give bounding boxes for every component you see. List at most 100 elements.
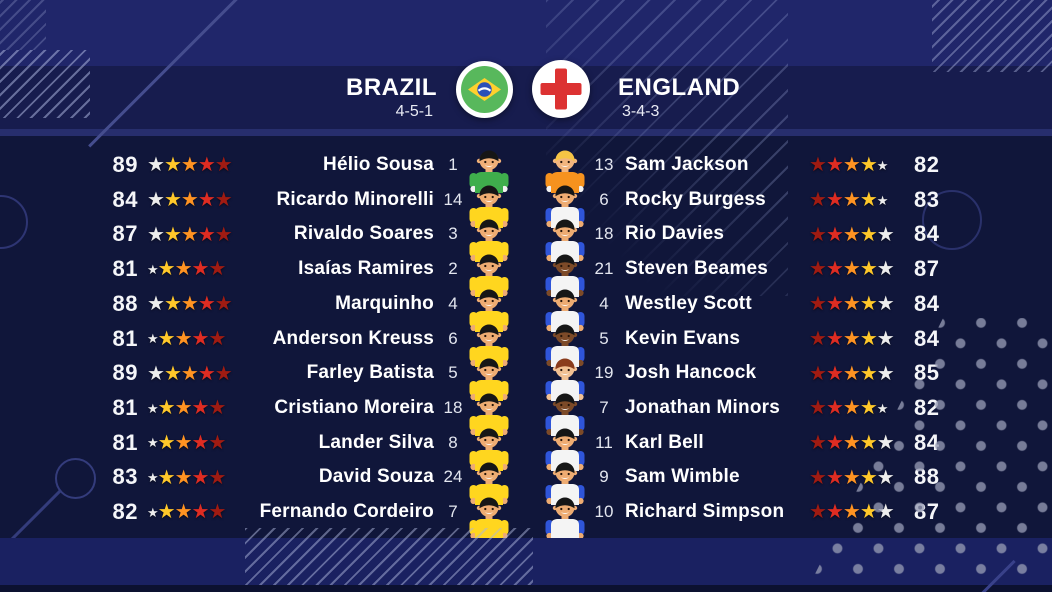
center-stripes-decoration <box>546 0 788 296</box>
away-player-shirt-number: 9 <box>599 467 609 487</box>
away-player-star-rating: ★★★★★ <box>809 154 889 177</box>
away-player-avatar-icon <box>543 461 587 523</box>
away-player-rating: 82 <box>914 152 940 177</box>
away-player-shirt-number: 13 <box>594 155 614 174</box>
home-player-rating: 81 <box>112 429 138 455</box>
away-player[interactable]: 5 Kevin Evans ★ ★ ★ ★ ★ 84 <box>537 322 1052 367</box>
home-player-shirt-number: 5 <box>448 363 458 383</box>
away-player-shirt-number: 18 <box>594 224 614 244</box>
away-player-shirt-number: 7 <box>599 397 609 417</box>
away-player-name: Rocky Burgess <box>625 188 766 210</box>
player-row: 81 ★ ★ ★ ★ ★ Isaías Ramires 2 21 S <box>0 252 1052 298</box>
away-player-shirt-number: 4 <box>599 293 609 313</box>
away-player-name: Rio Davies <box>625 223 725 245</box>
away-player[interactable]: 6 Rocky Burgess ★ ★ ★ ★ ★ 83 <box>537 183 1052 228</box>
away-team-header: ENGLAND 3-4-3 <box>618 74 740 121</box>
home-player-avatar-icon <box>467 149 511 211</box>
home-player-name: Cristiano Moreira <box>274 396 434 418</box>
away-player-rating: 84 <box>914 221 940 247</box>
home-player[interactable]: 81 ★ ★ ★ ★ ★ Lander Silva 8 <box>0 426 515 471</box>
home-player-avatar-icon <box>467 323 511 385</box>
home-player[interactable]: 81 ★ ★ ★ ★ ★ Anderson Kreuss 6 <box>0 322 515 367</box>
home-player-rating: 81 <box>112 256 138 282</box>
home-player[interactable]: 82 ★ ★ ★ ★ ★ Fernando Cordeiro 7 <box>0 495 515 559</box>
home-player-avatar-icon <box>467 218 511 280</box>
player-row: 89 ★ ★ ★ ★ ★ Farley Batista 5 19 J <box>0 356 1052 402</box>
home-player-avatar-icon <box>467 288 511 350</box>
home-team-name: BRAZIL <box>346 74 437 101</box>
home-player-star-rating: ★ ★ ★ ★ ★ <box>147 258 227 281</box>
lineup-roster: 89 ★ ★ ★ ★ ★ Hélio Sousa 1 13 Sam <box>0 148 1052 559</box>
home-player-rating: 81 <box>112 394 138 420</box>
home-player-name: Marquinho <box>335 292 434 314</box>
away-player[interactable]: 13 Sam Jackson ★ ★ ★ ★ ★ 82 <box>537 148 1052 193</box>
home-player-star-rating: ★ ★ ★ ★ ★ <box>147 431 227 454</box>
home-player-star-rating: ★ ★ ★ ★ ★ <box>147 154 233 177</box>
player-row: 89 ★ ★ ★ ★ ★ Hélio Sousa 1 13 Sam <box>0 148 1052 193</box>
home-player-name: Ricardo Minorelli <box>276 188 434 210</box>
home-team-header: BRAZIL 4-5-1 <box>346 74 437 121</box>
player-row: 81 ★ ★ ★ ★ ★ Anderson Kreuss 6 5 K <box>0 322 1052 367</box>
home-player-name: Fernando Cordeiro <box>259 501 434 522</box>
home-player-rating: 82 <box>112 499 138 524</box>
away-player-name: Richard Simpson <box>625 501 785 522</box>
home-player-star-rating: ★ ★ ★ ★ ★ <box>147 223 233 246</box>
home-player-shirt-number: 1 <box>448 155 458 174</box>
home-player-star-rating: ★ ★ ★ ★ ★ <box>147 327 227 350</box>
brazil-flag-icon <box>456 61 513 118</box>
home-player-name: Rivaldo Soares <box>293 223 434 245</box>
home-player[interactable]: 84 ★ ★ ★ ★ ★ Ricardo Minorelli 14 <box>0 183 515 228</box>
home-player[interactable]: 83 ★ ★ ★ ★ ★ David Souza 24 <box>0 460 515 506</box>
away-player-rating: 83 <box>914 186 940 212</box>
away-player-shirt-number: 6 <box>599 189 609 209</box>
away-player-star-rating: ★★★★★ <box>809 362 895 385</box>
home-player-name: Isaías Ramires <box>298 258 434 280</box>
ring-decoration <box>922 190 982 250</box>
home-player[interactable]: 87 ★ ★ ★ ★ ★ Rivaldo Soares 3 <box>0 217 515 263</box>
header-divider <box>0 129 1052 136</box>
home-player-rating: 88 <box>112 290 138 316</box>
away-player[interactable]: 21 Steven Beames ★ ★ ★ ★ ★ 87 <box>537 252 1052 298</box>
away-player-rating: 84 <box>914 290 940 316</box>
topright-stripes-decoration <box>932 0 1052 72</box>
home-player-avatar-icon <box>467 357 511 419</box>
away-player-name: Karl Bell <box>625 431 704 453</box>
home-player-star-rating: ★ ★ ★ ★ ★ <box>147 293 233 316</box>
home-player[interactable]: 81 ★ ★ ★ ★ ★ Cristiano Moreira 18 <box>0 391 515 436</box>
home-player[interactable]: 81 ★ ★ ★ ★ ★ Isaías Ramires 2 <box>0 252 515 298</box>
player-row: 87 ★ ★ ★ ★ ★ Rivaldo Soares 3 18 R <box>0 217 1052 263</box>
home-player-star-rating: ★ ★ ★ ★ ★ <box>147 501 227 524</box>
home-player[interactable]: 88 ★ ★ ★ ★ ★ Marquinho 4 <box>0 287 515 332</box>
away-player-shirt-number: 5 <box>599 328 609 348</box>
home-player-shirt-number: 18 <box>443 397 463 417</box>
home-player-shirt-number: 14 <box>443 189 463 209</box>
home-player[interactable]: 89 ★ ★ ★ ★ ★ Hélio Sousa 1 <box>0 148 515 193</box>
away-player-shirt-number: 19 <box>594 363 614 383</box>
away-player-avatar-icon <box>543 253 587 315</box>
away-player-star-rating: ★★★★★ <box>809 258 895 281</box>
home-player-star-rating: ★ ★ ★ ★ ★ <box>147 189 233 212</box>
away-player[interactable]: 4 Westley Scott ★ ★ ★ ★ ★ 84 <box>537 287 1052 332</box>
bottom-edge-strip <box>0 585 1052 592</box>
away-team-name: ENGLAND <box>618 74 741 101</box>
home-player-avatar-icon <box>467 461 511 523</box>
home-player[interactable]: 89 ★ ★ ★ ★ ★ Farley Batista 5 <box>0 356 515 402</box>
away-player-shirt-number: 11 <box>595 432 613 452</box>
away-player-avatar-icon <box>543 149 587 211</box>
england-flag-icon <box>532 60 590 118</box>
away-player-star-rating: ★★★★★ <box>809 397 889 420</box>
home-player-avatar-icon <box>467 253 511 315</box>
away-player-rating: 87 <box>914 256 940 282</box>
home-player-shirt-number: 24 <box>443 467 463 487</box>
away-player-star-rating: ★★★★★ <box>809 327 895 350</box>
home-player-star-rating: ★ ★ ★ ★ ★ <box>147 397 227 420</box>
away-player-name: Steven Beames <box>625 258 769 280</box>
away-player-name: Kevin Evans <box>625 327 741 349</box>
away-player[interactable]: 18 Rio Davies ★ ★ ★ ★ ★ 84 <box>537 217 1052 263</box>
away-player-avatar-icon <box>543 288 587 350</box>
home-player-shirt-number: 3 <box>448 224 458 244</box>
home-player-avatar-icon <box>467 184 511 246</box>
corner-stripes-decoration <box>0 0 46 50</box>
away-player-shirt-number: 10 <box>594 502 614 521</box>
